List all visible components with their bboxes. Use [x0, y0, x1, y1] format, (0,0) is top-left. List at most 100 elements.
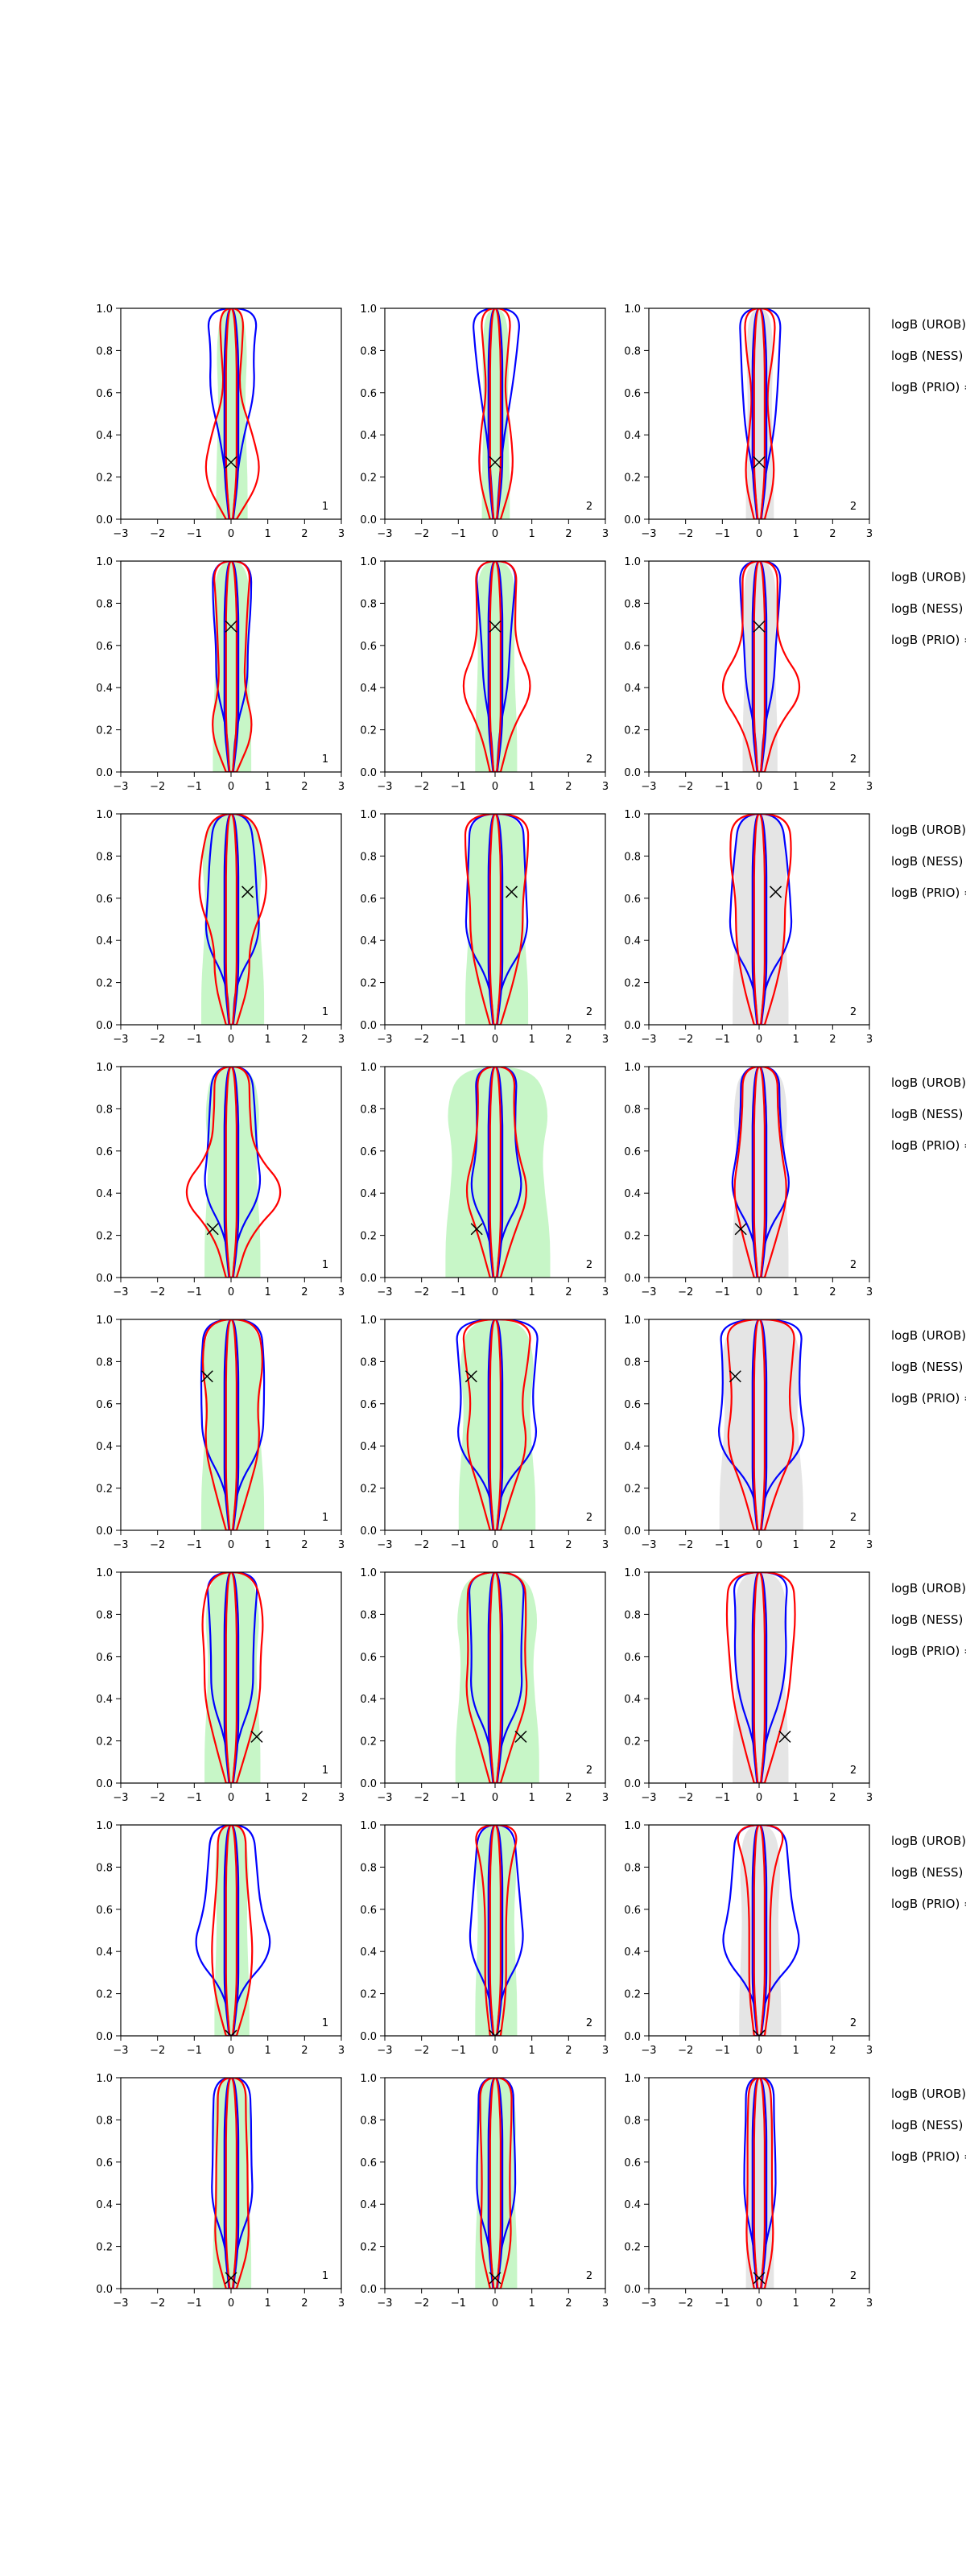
y-tick-label: 0.0	[360, 2284, 377, 2296]
x-tick-label: 2	[829, 1792, 836, 1804]
panel-tag: 2	[850, 1765, 857, 1777]
blue-contour	[739, 308, 782, 519]
logb-label: logB (UROB) =	[891, 1834, 966, 1848]
panel-tag: 2	[850, 2017, 857, 2029]
x-tick-label: 3	[602, 2045, 609, 2057]
y-tick-label: 0.4	[360, 430, 377, 442]
contour-panel: −3 −2 −1 0 1 2 3 0.0 0.2 0.4 0.6 0.8 1.0 2	[624, 1820, 873, 2057]
plot-area	[211, 2078, 254, 2289]
x-tick-label: 3	[338, 2297, 345, 2310]
x-tick-label: 1	[529, 1286, 535, 1298]
blue-contour	[200, 1319, 266, 1530]
x-tick-label: 2	[829, 781, 836, 793]
plot-area	[722, 1825, 800, 2036]
x-tick-label: −2	[150, 1286, 165, 1298]
x-tick-label: −3	[377, 1034, 392, 1046]
plot-area	[201, 1572, 264, 1783]
red-inner-contour	[489, 1067, 502, 1278]
x-tick-label: 2	[829, 2045, 836, 2057]
y-tick-label: 0.2	[360, 473, 377, 485]
true-value-marker	[489, 456, 502, 469]
x-tick-label: 3	[338, 781, 345, 793]
x-tick-label: −3	[113, 781, 128, 793]
x-tick-label: 0	[492, 1792, 498, 1804]
x-tick-label: 2	[565, 781, 572, 793]
red-contour	[464, 814, 530, 1025]
panel-tag: 1	[322, 1765, 328, 1777]
logb-label: logB (PRIO) =	[891, 1897, 966, 1911]
x-tick-label: 0	[756, 2045, 762, 2057]
red-contour	[462, 1319, 531, 1530]
y-tick-label: 0.4	[624, 1946, 641, 1959]
y-tick-label: 0.2	[360, 978, 377, 990]
x-tick-label: 2	[301, 528, 308, 540]
red-contour	[721, 561, 801, 772]
x-tick-label: −3	[377, 1286, 392, 1298]
plot-area	[721, 561, 801, 772]
red-contour	[465, 1572, 528, 1783]
logb-label: logB (NESS) =	[891, 1612, 966, 1627]
y-tick-label: 0.6	[360, 2157, 377, 2169]
true-value-marker	[753, 2272, 766, 2285]
x-tick-label: 0	[228, 1792, 234, 1804]
red-contour	[198, 814, 267, 1025]
logb-label: logB (NESS) =	[891, 1107, 966, 1121]
y-tick-label: 0.4	[360, 1694, 377, 1706]
red-inner-contour	[225, 1067, 237, 1278]
x-tick-label: 0	[756, 1792, 762, 1804]
density-fill	[213, 561, 252, 772]
x-tick-label: 1	[793, 1034, 799, 1046]
x-tick-label: 0	[228, 781, 234, 793]
logb-label: logB (NESS) =	[891, 1865, 966, 1880]
y-tick-label: 0.0	[96, 1020, 113, 1032]
plot-area	[198, 814, 267, 1025]
panel-tag: 2	[850, 1512, 857, 1524]
y-tick-label: 1.0	[624, 1315, 641, 1327]
x-tick-label: 0	[228, 528, 234, 540]
y-tick-label: 0.2	[360, 2242, 377, 2254]
plot-area	[475, 2078, 518, 2289]
x-tick-label: 0	[228, 1034, 234, 1046]
density-fill	[204, 1067, 261, 1278]
true-value-marker	[753, 456, 766, 469]
y-tick-label: 0.0	[360, 767, 377, 779]
x-tick-label: −3	[641, 781, 656, 793]
x-tick-label: 0	[492, 1286, 498, 1298]
true-value-marker	[489, 2029, 502, 2036]
true-value-marker	[225, 2029, 237, 2036]
x-tick-label: 2	[565, 1792, 572, 1804]
red-contour	[475, 1825, 518, 2036]
x-tick-label: 1	[529, 1792, 535, 1804]
x-tick-label: 2	[565, 2045, 572, 2057]
red-inner-contour	[489, 1319, 502, 1530]
panel-tag: 1	[322, 1512, 328, 1524]
x-tick-label: 0	[492, 528, 498, 540]
logb-label: logB (PRIO) =	[891, 1138, 966, 1153]
red-inner-contour	[753, 2078, 766, 2289]
x-tick-label: −1	[187, 781, 202, 793]
x-tick-label: 2	[301, 781, 308, 793]
y-tick-label: 1.0	[360, 556, 377, 568]
red-contour	[465, 1067, 527, 1278]
x-tick-label: 1	[265, 1539, 271, 1551]
true-value-marker	[225, 2272, 237, 2285]
x-tick-label: 2	[301, 2045, 308, 2057]
x-tick-label: −3	[377, 1539, 392, 1551]
red-inner-contour	[753, 1572, 766, 1783]
red-inner-contour	[225, 561, 237, 772]
y-tick-label: 0.8	[360, 1356, 377, 1368]
y-tick-label: 0.6	[96, 641, 113, 653]
logb-label: logB (PRIO) =	[891, 2149, 966, 2164]
y-tick-label: 0.2	[96, 978, 113, 990]
x-tick-label: −1	[187, 2045, 202, 2057]
true-value-marker	[514, 1730, 527, 1743]
contour-panel: −3 −2 −1 0 1 2 3 0.0 0.2 0.4 0.6 0.8 1.0 2	[624, 1062, 873, 1298]
x-tick-label: 0	[756, 1286, 762, 1298]
plot-area	[729, 814, 793, 1025]
x-tick-label: −1	[187, 1034, 202, 1046]
y-tick-label: 0.0	[624, 1020, 641, 1032]
x-tick-label: 0	[756, 781, 762, 793]
y-tick-label: 1.0	[624, 1820, 641, 1832]
y-tick-label: 0.8	[96, 598, 113, 610]
red-inner-contour	[489, 308, 502, 519]
